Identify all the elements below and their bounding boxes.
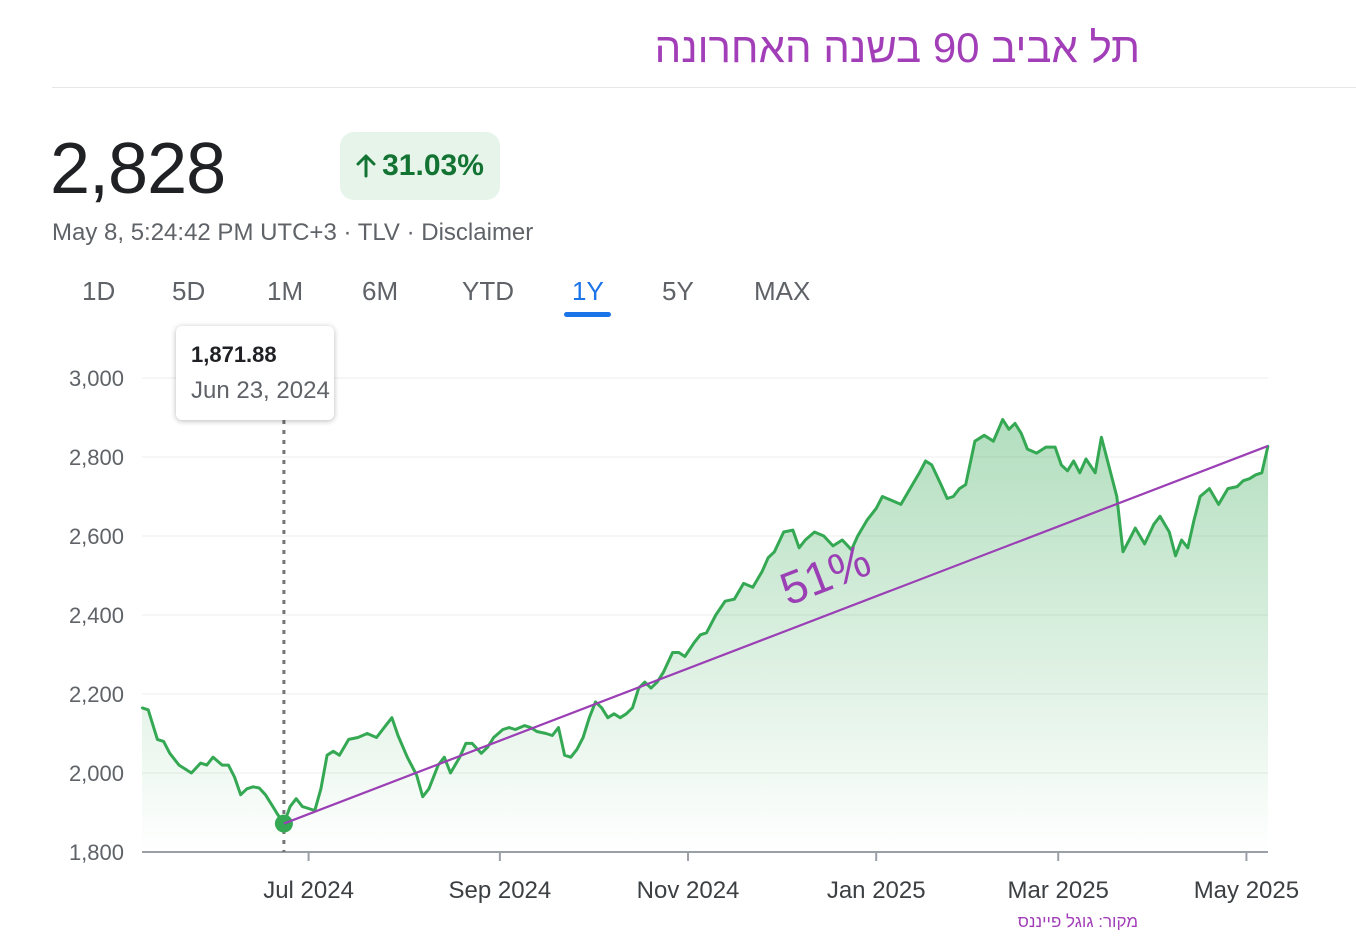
arrow-up-icon bbox=[356, 154, 376, 178]
current-price: 2,828 bbox=[50, 129, 226, 209]
tab-5d[interactable]: 5D bbox=[172, 276, 206, 306]
y-tick-label: 3,000 bbox=[69, 366, 124, 391]
trend-line bbox=[283, 444, 1269, 825]
x-tick-label: Nov 2024 bbox=[637, 877, 740, 904]
tab-ytd[interactable]: YTD bbox=[462, 276, 514, 306]
quote-meta: May 8, 5:24:42 PM UTC+3 · TLV · Disclaim… bbox=[52, 219, 533, 247]
y-tick-label: 2,000 bbox=[69, 761, 124, 786]
hover-tooltip: 1,871.88 Jun 23, 2024 bbox=[176, 326, 334, 420]
page-headline: תל אביב 90 בשנה האחרונה bbox=[654, 24, 1140, 71]
x-tick-label: Mar 2025 bbox=[1008, 877, 1109, 904]
tab-max[interactable]: MAX bbox=[754, 276, 811, 306]
x-tick-label: May 2025 bbox=[1194, 877, 1299, 904]
disclaimer-link[interactable]: Disclaimer bbox=[421, 219, 534, 246]
source-note: מקור: גוגל פייננס bbox=[1017, 912, 1138, 931]
x-tick-label: Jan 2025 bbox=[827, 877, 926, 904]
y-tick-label: 2,600 bbox=[69, 524, 124, 549]
price-area-fill bbox=[142, 419, 1268, 852]
tab-5y[interactable]: 5Y bbox=[662, 276, 694, 306]
y-tick-label: 2,200 bbox=[69, 682, 124, 707]
tooltip-date: Jun 23, 2024 bbox=[191, 377, 330, 404]
header-divider bbox=[52, 87, 1356, 88]
y-tick-label: 2,800 bbox=[69, 445, 124, 470]
quote-timestamp: May 8, 5:24:42 PM UTC+3 bbox=[52, 219, 337, 246]
exchange-code: TLV bbox=[357, 219, 400, 246]
y-tick-label: 2,400 bbox=[69, 603, 124, 628]
hover-point[interactable] bbox=[274, 814, 293, 833]
meta-separator: · bbox=[336, 219, 358, 246]
meta-separator: · bbox=[399, 219, 422, 246]
x-tick-label: Jul 2024 bbox=[263, 877, 354, 904]
tab-1m[interactable]: 1M bbox=[267, 276, 304, 306]
tab-6m[interactable]: 6M bbox=[362, 276, 399, 306]
active-tab-indicator bbox=[564, 312, 611, 317]
tab-1d[interactable]: 1D bbox=[82, 276, 116, 306]
price-line bbox=[141, 418, 1270, 826]
tooltip-value: 1,871.88 bbox=[191, 342, 277, 367]
change-badge: 31.03% bbox=[340, 132, 500, 200]
y-tick-label: 1,800 bbox=[69, 840, 124, 865]
change-percent: 31.03% bbox=[382, 149, 484, 182]
tab-1y[interactable]: 1Y bbox=[572, 276, 604, 306]
x-tick-label: Sep 2024 bbox=[448, 877, 551, 904]
